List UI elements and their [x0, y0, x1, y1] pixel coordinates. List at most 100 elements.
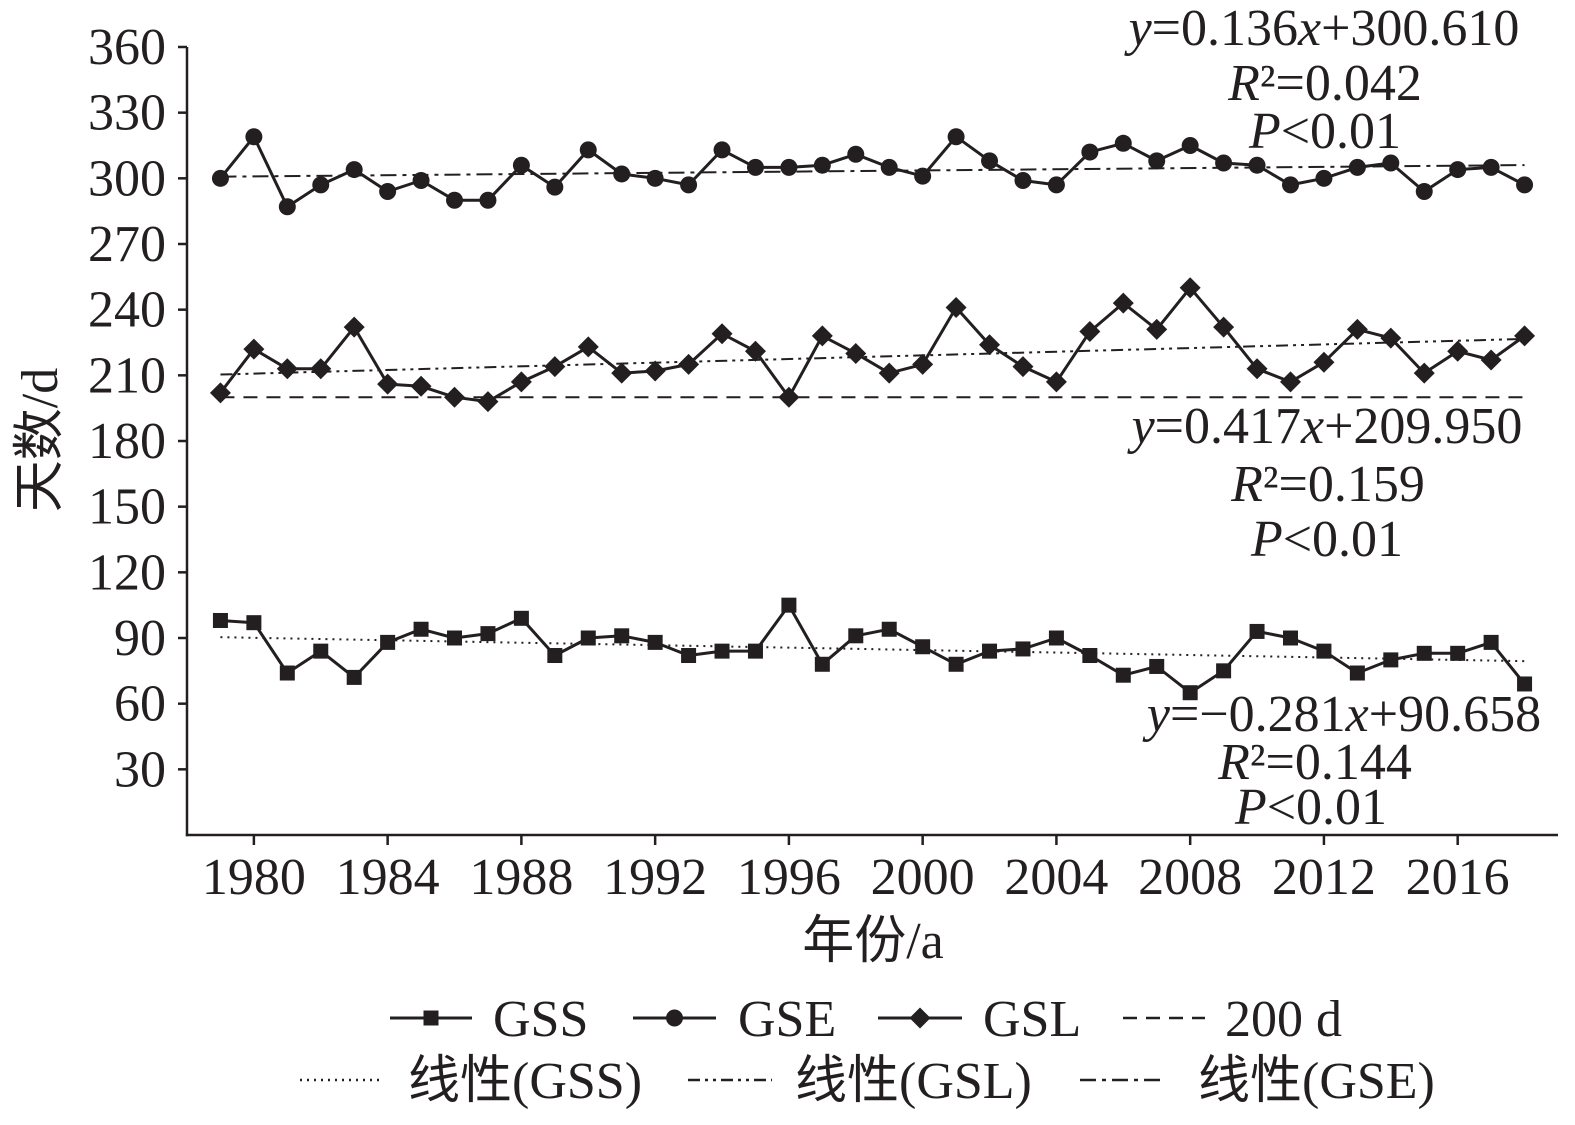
legend-item-trend-gse: 线性(GSE) — [1080, 1053, 1435, 1110]
trend-equation-gsl: y=0.417x+209.950 — [1127, 398, 1523, 455]
gse-point-1994 — [713, 141, 731, 159]
gsl-point-1986 — [444, 386, 466, 408]
gsl-point-2010 — [1246, 358, 1268, 380]
series-gss — [212, 597, 1533, 701]
gsl-point-2001 — [945, 296, 967, 318]
y-tick-label-240: 240 — [88, 282, 166, 339]
legend-marker-gss — [423, 1010, 439, 1026]
gse-point-2017 — [1482, 158, 1500, 176]
gsl-point-2009 — [1213, 316, 1235, 338]
gsl-point-2003 — [1012, 356, 1034, 378]
gse-point-1986 — [446, 191, 464, 209]
gsl-point-1981 — [276, 358, 298, 380]
gsl-point-2011 — [1279, 371, 1301, 393]
gse-point-2003 — [1014, 172, 1032, 190]
gss-point-2018 — [1517, 676, 1533, 692]
legend-label-gsl: GSL — [983, 991, 1081, 1048]
x-tick-label-2016: 2016 — [1406, 849, 1510, 906]
legend-item-gsl: GSL — [878, 991, 1081, 1048]
data-series — [209, 128, 1536, 701]
gss-point-1998 — [848, 628, 864, 644]
gse-point-1990 — [579, 141, 597, 159]
legend-marker-gsl — [909, 1007, 931, 1029]
y-tick-label-30: 30 — [114, 741, 166, 798]
y-tick-label-300: 300 — [88, 150, 166, 207]
gse-point-1998 — [847, 145, 865, 163]
gss-point-1996 — [781, 597, 797, 613]
series-gse — [211, 128, 1534, 216]
gsl-point-1988 — [510, 371, 532, 393]
gss-point-2010 — [1249, 623, 1265, 639]
x-tick-label-1988: 1988 — [469, 849, 573, 906]
gse-point-1980 — [245, 128, 263, 146]
gse-point-1979 — [211, 169, 229, 187]
x-tick-label-2012: 2012 — [1272, 849, 1376, 906]
gss-point-1993 — [681, 648, 697, 664]
legend-item-gss: GSS — [390, 991, 588, 1048]
gss-point-1995 — [747, 643, 763, 659]
x-tick-label-1980: 1980 — [202, 849, 306, 906]
gse-point-2009 — [1215, 154, 1233, 172]
legend-item-gse: GSE — [633, 991, 836, 1048]
x-tick-label-2004: 2004 — [1004, 849, 1108, 906]
series-line-gsl — [219, 286, 1526, 404]
gse-point-2013 — [1348, 158, 1366, 176]
gsl-point-2012 — [1313, 351, 1335, 373]
y-tick-label-360: 360 — [88, 19, 166, 76]
legend-item-200-d: 200 d — [1123, 991, 1342, 1048]
x-tick-label-1996: 1996 — [737, 849, 841, 906]
gss-point-1990 — [580, 630, 596, 646]
trend-r-squared-gse: R²=0.042 — [1227, 55, 1422, 112]
gsl-point-1996 — [778, 386, 800, 408]
gss-point-1989 — [547, 648, 563, 664]
series-gsl — [209, 277, 1536, 413]
gsl-point-2016 — [1447, 340, 1469, 362]
gsl-point-2005 — [1079, 321, 1101, 343]
series-line-gse — [219, 135, 1526, 209]
gss-point-2016 — [1450, 645, 1466, 661]
y-tick-label-60: 60 — [114, 676, 166, 733]
gsl-point-2006 — [1112, 292, 1134, 314]
gss-point-1986 — [447, 630, 463, 646]
gsl-point-2014 — [1380, 327, 1402, 349]
gse-point-2008 — [1181, 137, 1199, 154]
trendline-gse — [220, 164, 1525, 178]
gss-point-2007 — [1149, 658, 1165, 674]
gse-point-2002 — [981, 152, 999, 170]
x-axis-title: 年份/a — [802, 913, 944, 970]
gse-point-2004 — [1047, 176, 1065, 194]
gse-point-2016 — [1449, 161, 1467, 179]
gss-point-2003 — [1015, 641, 1031, 657]
gsl-point-1991 — [611, 362, 633, 384]
gss-point-1983 — [346, 669, 362, 685]
gss-point-1982 — [313, 643, 329, 659]
gss-point-1981 — [279, 665, 295, 681]
legend-label-trend-gsl: 线性(GSL) — [795, 1053, 1032, 1110]
gse-point-1981 — [278, 198, 296, 216]
trend-r-squared-gsl: R²=0.159 — [1230, 456, 1425, 513]
gsl-point-1989 — [544, 356, 566, 378]
gse-point-2010 — [1248, 156, 1266, 174]
gsl-point-1997 — [811, 325, 833, 347]
gse-point-1993 — [680, 176, 698, 194]
gsl-point-1993 — [678, 353, 700, 375]
gss-point-2015 — [1416, 645, 1432, 661]
gse-point-2006 — [1114, 134, 1132, 152]
gse-point-2000 — [914, 167, 932, 185]
legend-label-trend-gss: 线性(GSS) — [408, 1053, 642, 1110]
gsl-point-2007 — [1146, 318, 1168, 340]
trend-p-value-gse: P<0.01 — [1248, 103, 1401, 160]
gss-point-2017 — [1483, 634, 1499, 650]
legend-label-gss: GSS — [493, 991, 588, 1048]
gss-point-1979 — [212, 612, 228, 628]
gse-point-1982 — [312, 176, 330, 194]
gss-point-2004 — [1048, 630, 1064, 646]
gsl-point-1985 — [410, 375, 432, 397]
gss-point-1997 — [814, 656, 830, 672]
gss-point-2000 — [915, 639, 931, 655]
trend-annotations: y=−0.281x+90.658R²=0.144P<0.01y=0.417x+2… — [1124, 0, 1542, 836]
gss-point-2001 — [948, 656, 964, 672]
